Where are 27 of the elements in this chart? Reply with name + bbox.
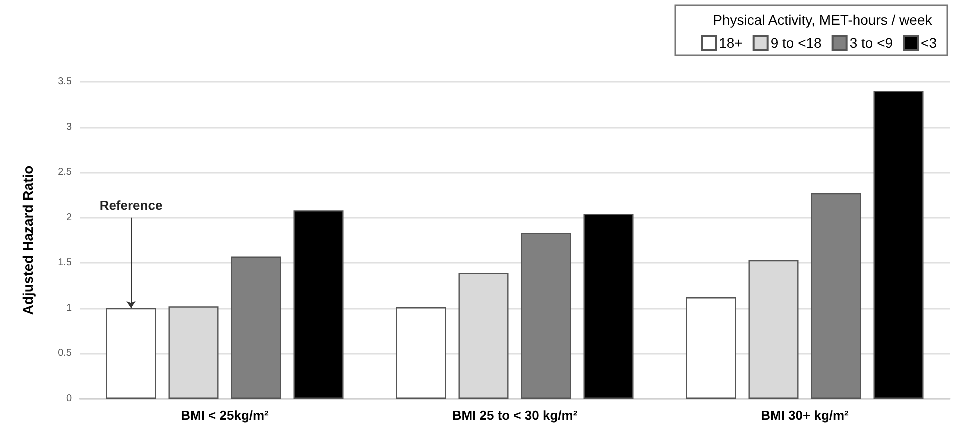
bar	[106, 308, 156, 399]
legend-label: 9 to <18	[770, 35, 822, 51]
y-tick-label: 3.5	[58, 76, 72, 88]
bar	[521, 233, 572, 399]
bar	[294, 210, 344, 399]
legend-label: <3	[921, 35, 938, 51]
legend-label: 3 to <9	[850, 35, 894, 51]
x-tick-label: BMI < 25kg/m²	[181, 408, 270, 423]
y-tick-label: 1	[66, 302, 72, 314]
y-tick-label: 0	[66, 394, 72, 404]
y-tick-label: 2	[66, 212, 72, 224]
bar	[231, 256, 282, 399]
y-tick-label: 2.5	[58, 167, 72, 178]
annotation: Reference	[100, 198, 163, 213]
legend-label: 18+	[719, 35, 743, 51]
y-tick-label: 1.5	[58, 258, 72, 269]
y-axis-title: Adjusted Hazard Ratio	[20, 166, 36, 316]
bar	[811, 193, 862, 399]
bar	[396, 308, 446, 399]
y-tick-label: 3	[66, 122, 72, 133]
bar	[584, 214, 634, 399]
bar	[874, 91, 924, 399]
x-tick-label: BMI 25 to < 30 kg/m²	[452, 408, 578, 423]
bar	[686, 298, 736, 399]
x-tick-label: BMI 30+ kg/m²	[761, 408, 850, 423]
legend-title: Physical Activity, MET-hours / week	[713, 12, 934, 28]
y-tick-label: 0.5	[58, 348, 72, 360]
